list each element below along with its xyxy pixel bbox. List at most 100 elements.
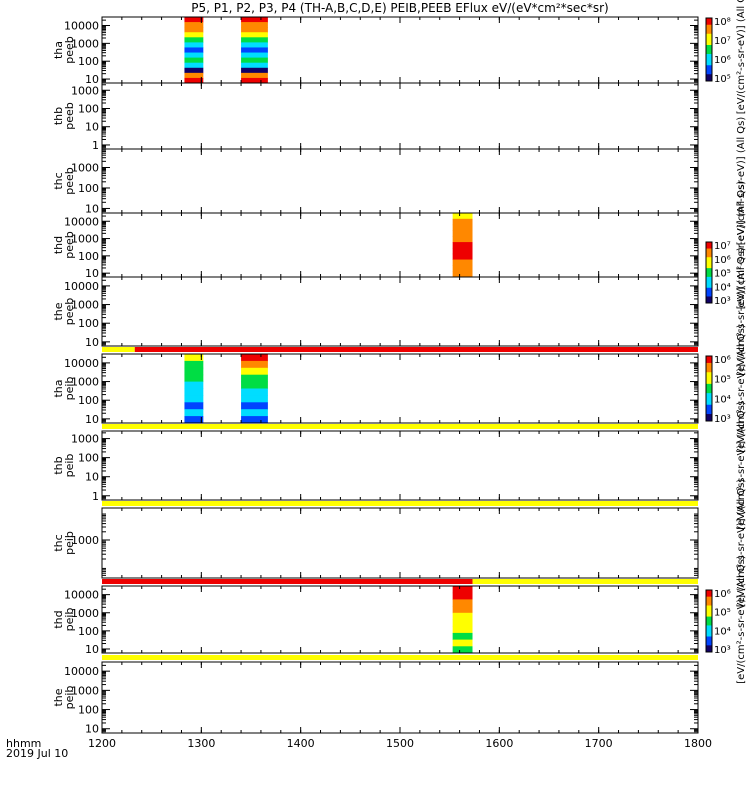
colorbar-cell-tha_peib	[706, 407, 712, 410]
colorbar-axis-label-thc_peib: [eV/(cm²-s-sr-eV)] (All Qs)	[736, 479, 747, 608]
spectrogram-cell-tha_peib-1-5	[241, 388, 268, 396]
colorbar-cell-thd_peeb	[706, 283, 712, 287]
y-axis-label-thd_peib: thdpeib	[52, 608, 76, 632]
colorbar-cell-tha_peeb	[706, 42, 712, 46]
spectrogram-cell-tha_peeb-1-9	[241, 62, 268, 69]
y-axis-label-the_peib: thepeib	[52, 686, 76, 710]
spectrogram-cell-thd_peeb-0-7	[452, 253, 473, 261]
spectrogram-cell-tha_peib-1-7	[241, 402, 268, 410]
spectrogram-cell-thd_peib-0-6	[452, 626, 473, 634]
y-tick-label-the_peib: 10000	[64, 665, 99, 678]
colorbar-frame-tha_peeb	[705, 17, 713, 82]
colorbar-cell-thd_peib	[706, 649, 712, 653]
y-axis-label-line: thd	[52, 236, 65, 254]
y-tick-label-thc_peeb: 1000	[71, 161, 99, 174]
spectrogram-cell-tha_peeb-0-10	[184, 67, 204, 74]
spectrogram-cell-tha_peeb-0-8	[184, 57, 204, 64]
colorbar-cell-thd_peeb	[706, 250, 712, 254]
colorbar-cell-tha_peib	[706, 395, 712, 399]
y-tick-label-thd_peeb: 1000	[71, 233, 99, 246]
colorbar-cell-tha_peeb	[706, 60, 712, 64]
spectrogram-cell-tha_peeb-1-5	[241, 42, 268, 48]
y-axis-label-thc_peeb: thcpeeb	[52, 167, 76, 195]
colorbar-cell-thd_peib	[706, 645, 712, 649]
spectrogram-cell-tha_peib-0-7	[184, 402, 204, 410]
colorbar-cell-thd_peib	[706, 643, 712, 646]
colorbar-cell-thd_peeb	[706, 276, 712, 280]
colorbar-cell-thd_peeb	[706, 268, 712, 271]
colorbar-cell-tha_peeb	[706, 33, 712, 37]
colorbar-cell-thd_peib	[706, 609, 712, 613]
colorbar-cell-tha_peeb	[706, 22, 712, 26]
colorbar-cell-thd_peeb	[706, 242, 712, 245]
colorbar-tick-label-thd_peeb: 10³	[714, 296, 731, 307]
colorbar-tick-label-thd_peib: 10⁶	[714, 589, 731, 600]
panel-frame-thd_peeb	[101, 212, 699, 278]
y-axis-label-line: peib	[63, 608, 76, 632]
spectrogram-cell-thd_peib-0-8	[452, 639, 473, 647]
colorbar-cell-tha_peib	[706, 367, 712, 371]
colorbar-cell-tha_peeb	[706, 63, 712, 66]
spectrogram-cell-tha_peib-0-2	[184, 367, 204, 376]
colorbar-cell-tha_peib	[706, 411, 712, 415]
colorbar-cell-thd_peib	[706, 618, 712, 622]
spectrogram-cell-tha_peib-0-3	[184, 374, 204, 383]
colorbar-tick-label-thd_peib: 10³	[714, 645, 731, 656]
y-tick-label-thb_peeb: 1000	[71, 84, 99, 97]
colorbar-cell-thd_peeb	[706, 248, 712, 252]
y-tick-label-the_peeb: 100	[78, 317, 99, 330]
y-tick-label-thc_peeb: 100	[78, 182, 99, 195]
colorbar-cell-tha_peeb	[706, 47, 712, 50]
x-tick-label: 1400	[287, 737, 315, 750]
colorbar-cell-tha_peeb	[706, 20, 712, 23]
colorbar-tick-label-tha_peeb: 10⁶	[714, 55, 731, 66]
colorbar-cell-tha_peeb	[706, 72, 712, 75]
colorbar-tick-label-thd_peeb: 10⁵	[714, 269, 731, 280]
y-tick-label-tha_peib: 1000	[71, 376, 99, 389]
spectrogram-cell-tha_peib-0-5	[184, 388, 204, 396]
colorbar-cell-tha_peeb	[706, 24, 712, 28]
y-tick-label-tha_peeb: 1000	[71, 37, 99, 50]
panel-frame-the_peeb	[101, 276, 699, 347]
flag-bar-thc_peib-0	[102, 501, 698, 506]
panel-frame-thd_peib	[101, 585, 699, 654]
colorbar-cell-tha_peeb	[706, 29, 712, 32]
y-axis-label-thc_peib: thcpeib	[52, 531, 76, 555]
colorbar-axis-label-thc_peeb: [eV/(cm²-s-sr-eV)] (All Qs)	[736, 117, 747, 246]
x-tick-label: 1200	[88, 737, 116, 750]
colorbar-cell-thd_peib	[706, 621, 712, 624]
colorbar-cell-thd_peeb	[706, 244, 712, 247]
colorbar-cell-tha_peeb	[706, 31, 712, 35]
spectrogram-cell-thd_peeb-0-1	[452, 218, 473, 226]
colorbar-cell-thd_peib	[706, 625, 712, 629]
spectrogram-cell-tha_peeb-0-12	[184, 77, 204, 84]
colorbar-tick-label-tha_peeb: 10⁷	[714, 36, 731, 47]
colorbar-cell-thd_peeb	[706, 294, 712, 297]
colorbar-cell-tha_peib	[706, 400, 712, 403]
colorbar-cell-thd_peeb	[706, 279, 712, 282]
y-tick-label-thb_peib: 1000	[71, 433, 99, 446]
colorbar-cell-thd_peeb	[706, 265, 712, 269]
spectrogram-cell-tha_peeb-0-2	[184, 27, 204, 33]
colorbar-cell-tha_peib	[706, 381, 712, 385]
colorbar-cell-thd_peib	[706, 594, 712, 598]
colorbar-cell-tha_peib	[706, 369, 712, 373]
colorbar-tick-label-thd_peeb: 10⁷	[714, 241, 731, 252]
colorbar-cell-tha_peib	[706, 402, 712, 406]
spectrogram-cell-tha_peeb-1-4	[241, 37, 268, 43]
x-tick-label: 1600	[485, 737, 513, 750]
y-axis-label-the_peeb: thepeeb	[52, 298, 76, 326]
colorbar-cell-thd_peeb	[706, 257, 712, 260]
y-tick-label-thb_peib: 10	[85, 471, 99, 484]
colorbar-cell-tha_peib	[706, 360, 712, 364]
colorbar-cell-thd_peeb	[706, 296, 712, 300]
colorbar-cell-thd_peib	[706, 627, 712, 631]
colorbar-cell-thd_peib	[706, 636, 712, 640]
spectrogram-cell-tha_peib-1-2	[241, 367, 268, 376]
colorbar-cell-tha_peeb	[706, 56, 712, 59]
chart-title: P5, P1, P2, P3, P4 (TH-A,B,C,D,E) PEIB,P…	[191, 1, 609, 15]
flag-bar-the_peib-0	[102, 655, 698, 660]
colorbar-cell-thd_peeb	[706, 289, 712, 293]
y-tick-label-thd_peeb: 100	[78, 250, 99, 263]
y-axis-label-line: peib	[63, 454, 76, 478]
